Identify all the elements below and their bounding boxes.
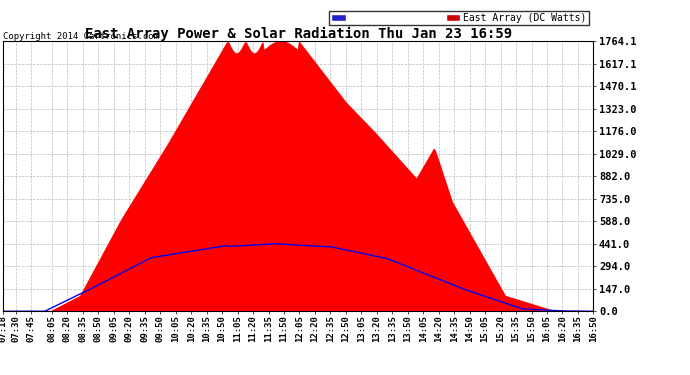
- Text: Copyright 2014 Cartronics.com: Copyright 2014 Cartronics.com: [3, 32, 159, 41]
- Title: East Array Power & Solar Radiation Thu Jan 23 16:59: East Array Power & Solar Radiation Thu J…: [85, 27, 512, 41]
- Legend: Radiation (w/m2), East Array (DC Watts): Radiation (w/m2), East Array (DC Watts): [329, 11, 589, 25]
